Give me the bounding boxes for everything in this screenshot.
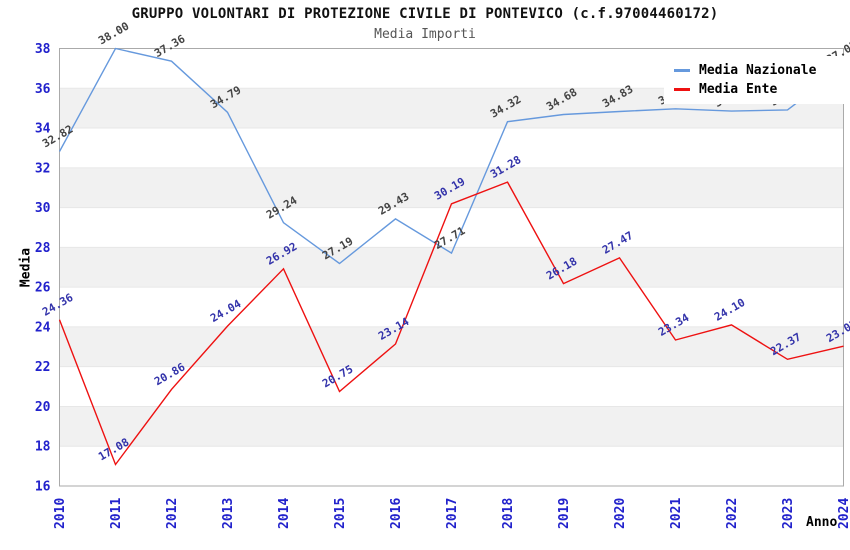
plot-band <box>59 167 844 208</box>
y-tick-label: 16 <box>35 480 51 495</box>
y-tick-label: 26 <box>35 281 51 296</box>
x-tick-label: 2023 <box>781 498 796 529</box>
y-tick-label: 18 <box>35 440 51 455</box>
x-tick-label: 2013 <box>221 498 236 529</box>
legend-item-media-nazionale: Media Nazionale <box>674 61 850 80</box>
y-tick-label: 24 <box>35 320 51 335</box>
x-tick-label: 2012 <box>165 498 180 529</box>
chart-subtitle: Media Importi <box>374 27 476 42</box>
x-tick-label: 2011 <box>109 498 124 529</box>
y-tick-label: 32 <box>35 161 51 176</box>
data-label-media-ente: 24.04 <box>208 297 244 325</box>
x-tick-label: 2017 <box>445 498 460 529</box>
y-tick-label: 38 <box>35 42 51 57</box>
y-tick-label: 28 <box>35 241 51 256</box>
legend-label-media-ente: Media Ente <box>699 82 778 97</box>
x-tick-label: 2018 <box>501 498 516 529</box>
x-tick-label: 2019 <box>557 498 572 529</box>
legend-line-ente-icon <box>674 88 690 91</box>
data-label-media-nazionale: 37.36 <box>152 32 188 60</box>
legend-item-media-ente: Media Ente <box>674 80 850 99</box>
data-label-media-ente: 24.10 <box>712 296 747 324</box>
plot-band <box>59 247 844 288</box>
x-tick-label: 2020 <box>613 498 628 529</box>
x-axis-title: Anno <box>806 515 838 530</box>
x-tick-label: 2024 <box>837 498 850 529</box>
series-line-media-nazionale <box>58 47 844 265</box>
y-tick-label: 36 <box>35 82 51 97</box>
chart-title: GRUPPO VOLONTARI DI PROTEZIONE CIVILE DI… <box>131 6 719 22</box>
x-tick-label: 2015 <box>333 498 348 529</box>
legend-label-media-nazionale: Media Nazionale <box>699 63 817 78</box>
x-tick-label: 2014 <box>277 498 292 529</box>
series-line-media-ente <box>58 181 844 466</box>
legend: Media Nazionale Media Ente <box>664 56 850 104</box>
legend-line-nazionale-icon <box>674 69 690 72</box>
y-tick-label: 20 <box>35 400 51 415</box>
plot-band <box>59 406 844 447</box>
plot-band <box>59 326 844 367</box>
y-tick-label: 34 <box>35 122 51 137</box>
x-tick-label: 2016 <box>389 498 404 529</box>
x-tick-label: 2022 <box>725 498 740 529</box>
data-label-media-ente: 23.03 <box>824 317 850 345</box>
y-tick-label: 30 <box>35 201 51 216</box>
y-axis-title: Media <box>18 247 34 288</box>
x-tick-label: 2010 <box>53 498 68 529</box>
y-tick-label: 22 <box>35 360 51 375</box>
data-label-media-nazionale: 38.00 <box>96 20 131 48</box>
plot-border <box>59 48 844 487</box>
x-tick-label: 2021 <box>669 498 684 529</box>
